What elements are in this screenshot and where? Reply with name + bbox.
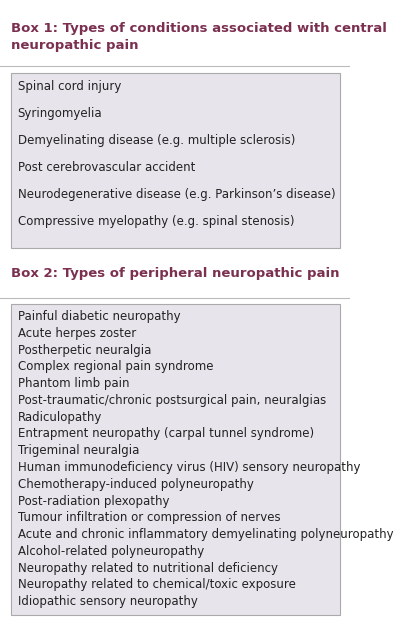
Text: Alcohol-related polyneuropathy: Alcohol-related polyneuropathy — [18, 545, 204, 558]
FancyBboxPatch shape — [10, 73, 339, 248]
Text: Acute herpes zoster: Acute herpes zoster — [18, 327, 136, 340]
Text: Complex regional pain syndrome: Complex regional pain syndrome — [18, 360, 213, 373]
Text: Post-traumatic/chronic postsurgical pain, neuralgias: Post-traumatic/chronic postsurgical pain… — [18, 394, 326, 407]
Text: Box 2: Types of peripheral neuropathic pain: Box 2: Types of peripheral neuropathic p… — [10, 267, 339, 280]
Text: Postherpetic neuralgia: Postherpetic neuralgia — [18, 343, 151, 356]
Text: Radiculopathy: Radiculopathy — [18, 410, 102, 423]
Text: Idiopathic sensory neuropathy: Idiopathic sensory neuropathy — [18, 595, 197, 608]
Text: Entrapment neuropathy (carpal tunnel syndrome): Entrapment neuropathy (carpal tunnel syn… — [18, 427, 313, 440]
Text: Neuropathy related to nutritional deficiency: Neuropathy related to nutritional defici… — [18, 562, 278, 575]
Text: Post-radiation plexopathy: Post-radiation plexopathy — [18, 495, 169, 508]
Text: Trigeminal neuralgia: Trigeminal neuralgia — [18, 444, 139, 457]
Text: Syringomyelia: Syringomyelia — [18, 107, 102, 120]
FancyBboxPatch shape — [10, 304, 339, 615]
Text: Neurodegenerative disease (e.g. Parkinson’s disease): Neurodegenerative disease (e.g. Parkinso… — [18, 188, 335, 201]
Text: Spinal cord injury: Spinal cord injury — [18, 80, 121, 93]
Text: Post cerebrovascular accident: Post cerebrovascular accident — [18, 161, 195, 174]
Text: Human immunodeficiency virus (HIV) sensory neuropathy: Human immunodeficiency virus (HIV) senso… — [18, 461, 360, 474]
Text: Chemotherapy-induced polyneuropathy: Chemotherapy-induced polyneuropathy — [18, 478, 253, 491]
Text: Box 1: Types of conditions associated with central
neuropathic pain: Box 1: Types of conditions associated wi… — [10, 22, 386, 51]
Text: Tumour infiltration or compression of nerves: Tumour infiltration or compression of ne… — [18, 512, 280, 525]
Text: Painful diabetic neuropathy: Painful diabetic neuropathy — [18, 310, 180, 323]
Text: Phantom limb pain: Phantom limb pain — [18, 377, 129, 390]
Text: Neuropathy related to chemical/toxic exposure: Neuropathy related to chemical/toxic exp… — [18, 578, 296, 591]
Text: Acute and chronic inflammatory demyelinating polyneuropathy: Acute and chronic inflammatory demyelina… — [18, 528, 393, 541]
Text: Demyelinating disease (e.g. multiple sclerosis): Demyelinating disease (e.g. multiple scl… — [18, 134, 295, 147]
Text: Compressive myelopathy (e.g. spinal stenosis): Compressive myelopathy (e.g. spinal sten… — [18, 215, 294, 228]
